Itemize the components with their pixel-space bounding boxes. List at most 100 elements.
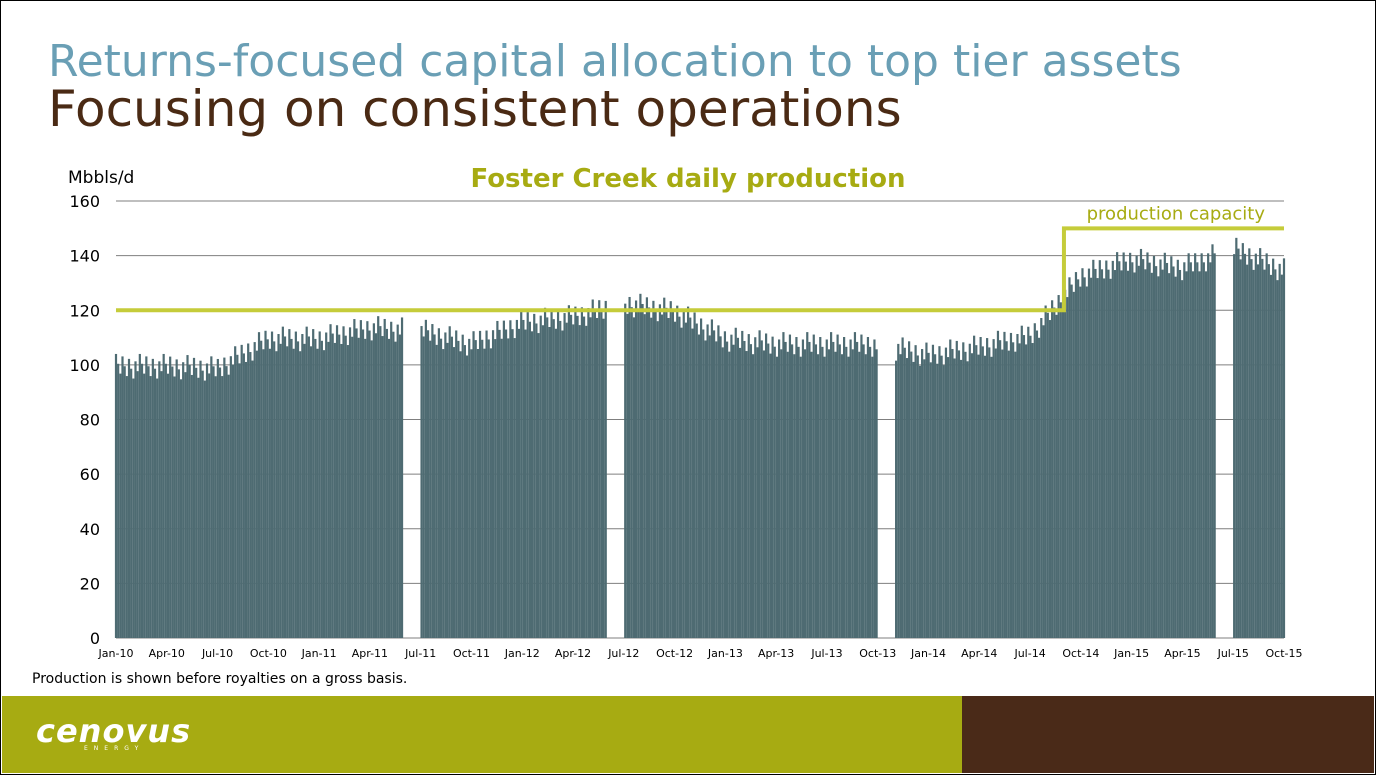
bar [977,354,980,638]
bar [624,303,627,638]
bar [457,340,460,638]
bar [1148,262,1151,638]
bar [162,353,165,638]
bar [288,329,291,638]
y-tick-label: 100 [69,356,100,375]
bar [240,344,243,638]
bar [656,321,659,638]
y-tick-label: 0 [90,629,100,648]
bar [693,312,696,638]
bar [669,301,672,638]
x-tick-label: Jan-11 [301,647,337,660]
bar [1001,349,1004,638]
bar [604,300,607,638]
bar [561,330,564,638]
bar [253,342,256,638]
bar [520,310,523,638]
bar [1131,262,1134,638]
bar [1254,253,1257,639]
bar [1178,269,1182,638]
bar [353,319,356,638]
bar [940,355,943,638]
bar [1100,269,1104,638]
bar [771,336,774,638]
bar [719,336,722,638]
bar [400,317,404,638]
bar [1009,332,1013,638]
bar [387,338,391,638]
footer-band-right [962,696,1374,773]
capacity-step-line [116,226,1284,313]
y-axis-label: Mbbls/d [68,168,134,188]
bar [704,340,707,638]
production-chart: Foster Creek daily production Mbbls/d 0 2… [68,164,1303,660]
bar [654,311,657,638]
bar [1191,271,1195,638]
bar [981,346,984,638]
bar [333,342,336,638]
bar [728,351,731,638]
bar [307,336,310,638]
bar [1085,286,1088,638]
bar [838,344,841,638]
bar [682,311,685,638]
bar [195,367,198,638]
bar [502,320,505,638]
bar [1094,268,1097,638]
bar [630,307,633,638]
bar [901,337,904,638]
bar [394,341,397,638]
bar [1012,342,1015,638]
y-tick-label: 160 [69,192,100,211]
bar [1159,259,1162,638]
bar [546,317,549,638]
bar [639,293,642,638]
bar [927,352,930,638]
bar [643,314,646,638]
bar [1059,302,1062,638]
bar [444,332,447,638]
bar [1007,350,1010,638]
x-tick-label: Oct-10 [250,647,287,660]
bar [576,315,579,638]
bar [318,331,321,638]
bar [550,309,553,638]
bar [179,379,183,638]
bar [1152,255,1156,638]
bar [140,363,144,638]
bar [426,330,430,638]
bar [751,354,755,638]
bar [979,337,982,638]
bar [1044,305,1047,638]
y-tick-labels: 0 20 40 60 80 100 120 140 160 [69,192,100,648]
bar [1107,269,1110,638]
bar [1187,253,1190,638]
bar [234,346,237,638]
bar [680,327,683,638]
bar [225,366,228,638]
bar [214,376,217,638]
bar [153,368,157,638]
bar [973,335,976,638]
bar [299,351,302,638]
bar [1027,326,1030,638]
bar [374,333,378,638]
bar [910,351,913,638]
bar [205,363,209,638]
bar [279,343,282,638]
bar [247,343,250,638]
x-tick-label: Apr-12 [555,647,591,660]
bar [530,331,534,638]
bar [468,338,471,638]
bar [379,326,382,638]
bar [264,330,267,638]
x-tick-label: Jul-15 [1217,647,1249,660]
x-tick-label: Jan-13 [707,647,743,660]
bar [843,337,846,638]
bar [962,342,965,638]
bar [320,340,323,638]
bar [1246,264,1249,638]
bar [197,377,200,638]
bar [125,376,128,638]
bar [255,350,258,638]
